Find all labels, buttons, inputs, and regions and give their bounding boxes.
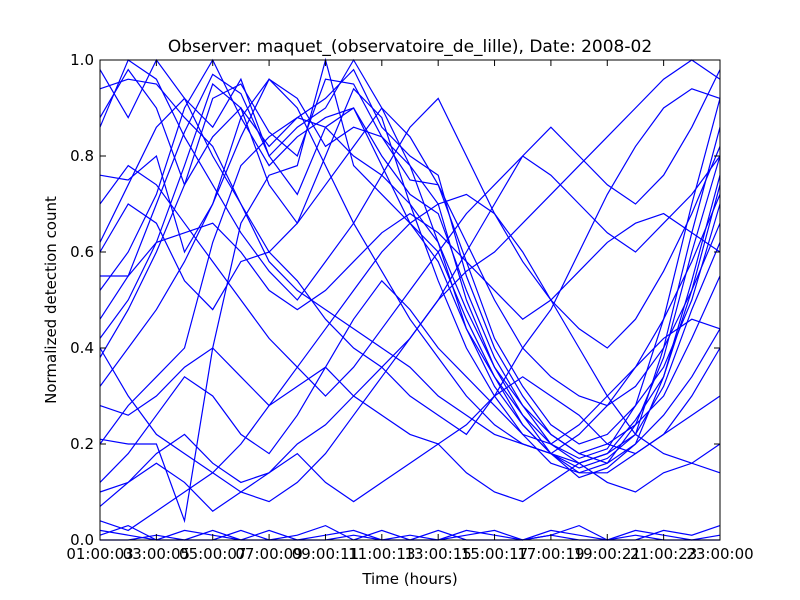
series-line-19 bbox=[99, 279, 721, 483]
plot-frame bbox=[99, 59, 721, 541]
x-tick-label: 11:00:13 bbox=[348, 545, 415, 563]
series-line-24 bbox=[99, 97, 721, 407]
series-line-16 bbox=[99, 443, 721, 512]
x-tick-label: 01:00:03 bbox=[66, 545, 133, 563]
series-line-20 bbox=[99, 155, 721, 397]
x-tick-label: 17:00:19 bbox=[517, 545, 584, 563]
x-tick-label: 09:00:11 bbox=[292, 545, 359, 563]
series-line-2 bbox=[99, 58, 721, 469]
series-line-4 bbox=[99, 58, 721, 464]
series-line-11 bbox=[99, 88, 721, 436]
y-tick-label: 0.0 bbox=[70, 531, 94, 549]
x-tick-label: 15:00:17 bbox=[461, 545, 528, 563]
x-tick-label: 19:00:21 bbox=[574, 545, 641, 563]
x-axis: 01:00:0303:00:0505:00:0707:00:0909:00:11… bbox=[66, 60, 754, 563]
x-axis-label: Time (hours) bbox=[361, 570, 457, 588]
x-tick-label: 21:00:23 bbox=[630, 545, 697, 563]
series-line-9 bbox=[99, 78, 721, 460]
y-tick-label: 0.2 bbox=[70, 435, 94, 453]
y-tick-label: 0.8 bbox=[70, 147, 94, 165]
x-tick-label: 13:00:15 bbox=[404, 545, 471, 563]
y-tick-label: 0.4 bbox=[70, 339, 94, 357]
y-tick-label: 0.6 bbox=[70, 243, 94, 261]
series-line-17 bbox=[99, 347, 721, 455]
series-line-8 bbox=[99, 68, 721, 474]
chart-title: Observer: maquet_(observatoire_de_lille)… bbox=[168, 37, 652, 57]
series-line-12 bbox=[99, 69, 721, 493]
x-tick-label: 05:00:07 bbox=[179, 545, 246, 563]
series-line-22 bbox=[99, 59, 721, 503]
series-group bbox=[99, 57, 721, 541]
series-line-25 bbox=[99, 78, 721, 455]
series-line-18 bbox=[100, 212, 721, 320]
y-axis: 0.0 0.2 0.4 0.6 0.8 1.0 bbox=[70, 51, 720, 549]
series-line-15 bbox=[99, 529, 721, 541]
series-line-23 bbox=[99, 193, 721, 532]
x-tick-label: 03:00:05 bbox=[123, 545, 190, 563]
series-line-3 bbox=[99, 78, 721, 445]
series-line-21 bbox=[99, 59, 721, 349]
series-line-1 bbox=[99, 68, 721, 455]
y-tick-label: 1.0 bbox=[70, 51, 94, 69]
x-tick-label: 07:00:09 bbox=[235, 545, 302, 563]
y-axis-label: Normalized detection count bbox=[42, 196, 60, 404]
x-tick-label: 23:00:00 bbox=[686, 545, 753, 563]
